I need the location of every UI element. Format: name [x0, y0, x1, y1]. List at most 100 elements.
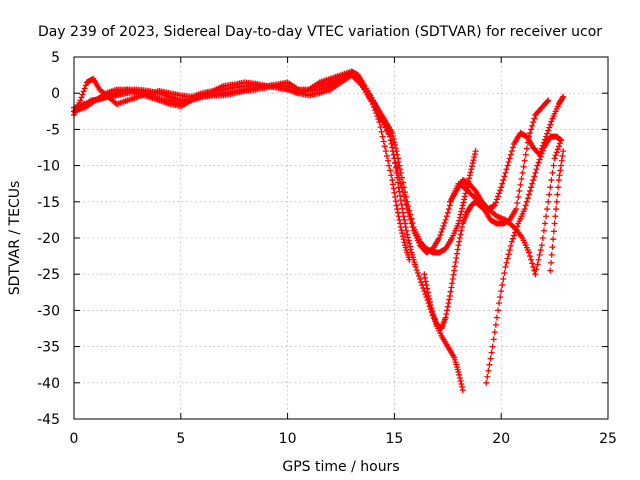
data-point-fill: [394, 206, 401, 213]
data-point-fill: [457, 231, 464, 238]
data-point-fill: [452, 259, 459, 266]
data-point-fill: [372, 107, 379, 114]
data-point-fill: [548, 118, 555, 125]
data-point-fill: [427, 301, 434, 308]
data-point-fill: [536, 156, 543, 163]
y-tick-label: -35: [37, 340, 60, 356]
data-point-fill: [550, 228, 557, 235]
data-point-fill: [537, 247, 544, 254]
data-point-fill: [559, 152, 566, 159]
x-tick-label: 10: [279, 431, 297, 447]
data-point-fill: [507, 242, 514, 249]
data-point-fill: [554, 146, 561, 153]
data-point-fill: [450, 271, 457, 278]
data-point-fill: [499, 282, 506, 289]
data-point-fill: [414, 269, 421, 276]
y-axis-label: SDTVAR / TECUs: [7, 181, 23, 296]
data-point-fill: [535, 159, 542, 166]
data-point: [370, 101, 377, 108]
data-point-fill: [408, 220, 415, 227]
data-point-fill: [550, 236, 557, 243]
data-point-fill: [448, 284, 455, 291]
data-point-fill: [449, 280, 456, 287]
data-point: [442, 216, 449, 223]
series-2: [71, 68, 466, 394]
data-point-fill: [467, 169, 474, 176]
data-point: [532, 271, 539, 278]
data-point-fill: [399, 233, 406, 240]
data-point-fill: [529, 122, 536, 129]
data-point-fill: [497, 187, 504, 194]
data-point-fill: [514, 223, 521, 230]
data-point-fill: [390, 151, 397, 158]
data-point-fill: [538, 150, 545, 157]
data-point-fill: [377, 123, 384, 130]
data-point-fill: [457, 377, 464, 384]
data-point-fill: [413, 266, 420, 273]
data-point-fill: [422, 274, 429, 281]
chart-ticks: [73, 56, 609, 420]
data-point-fill: [501, 269, 508, 276]
y-tick-label: -20: [37, 231, 60, 247]
data-point-fill: [493, 196, 500, 203]
data-point-fill: [490, 336, 497, 343]
data-point: [534, 162, 541, 169]
series-4: [71, 72, 413, 263]
data-point: [513, 206, 520, 213]
data-point: [528, 184, 535, 191]
data-point-fill: [444, 307, 451, 314]
data-point-fill: [392, 198, 399, 205]
data-point: [504, 162, 511, 169]
data-point-fill: [383, 152, 390, 159]
series-8: [547, 148, 567, 274]
data-point: [446, 292, 453, 299]
data-point-fill: [374, 113, 381, 120]
data-point-fill: [461, 196, 468, 203]
x-tick-label: 20: [492, 431, 510, 447]
data-point-fill: [444, 209, 451, 216]
data-point-fill: [504, 255, 511, 262]
data-point-fill: [469, 160, 476, 167]
data-point-fill: [460, 199, 467, 206]
data-point-fill: [80, 88, 87, 95]
data-point-fill: [527, 187, 534, 194]
data-point-fill: [390, 136, 397, 143]
data-point-fill: [539, 147, 546, 154]
y-tick-label: -25: [37, 267, 60, 283]
data-point-fill: [536, 251, 543, 258]
data-point-fill: [388, 172, 395, 179]
data-point: [387, 133, 394, 140]
data-point-fill: [506, 155, 513, 162]
data-point-fill: [487, 355, 494, 362]
data-point-fill: [549, 169, 556, 176]
data-point-fill: [558, 162, 565, 169]
y-tick-label: -45: [37, 412, 60, 428]
data-point: [382, 148, 389, 155]
data-point-fill: [445, 300, 452, 307]
data-point-fill: [541, 220, 548, 227]
data-point-fill: [396, 176, 403, 183]
data-point: [519, 169, 526, 176]
data-point: [468, 166, 475, 173]
data-point-fill: [437, 231, 444, 238]
data-point-fill: [486, 361, 493, 368]
y-tick-label: -30: [37, 303, 60, 319]
data-point-fill: [397, 220, 404, 227]
data-point-fill: [406, 213, 413, 220]
data-point-fill: [533, 166, 540, 173]
data-point-fill: [529, 260, 536, 267]
data-point-fill: [426, 295, 433, 302]
data-point-fill: [557, 167, 564, 174]
chart-tick-labels: 0 5 10 15 20 25 5 0 -5 -10 -15 -20 -25 -30 -35 -40 -45: [37, 50, 617, 447]
data-point-fill: [552, 152, 559, 159]
data-point-fill: [388, 140, 395, 147]
data-point-fill: [535, 256, 542, 263]
data-point: [547, 267, 554, 274]
data-point: [442, 314, 449, 321]
data-point-fill: [454, 250, 461, 257]
data-point-fill: [438, 228, 445, 235]
data-point-fill: [497, 294, 504, 301]
data-point-fill: [512, 229, 519, 236]
data-point-fill: [485, 367, 492, 374]
